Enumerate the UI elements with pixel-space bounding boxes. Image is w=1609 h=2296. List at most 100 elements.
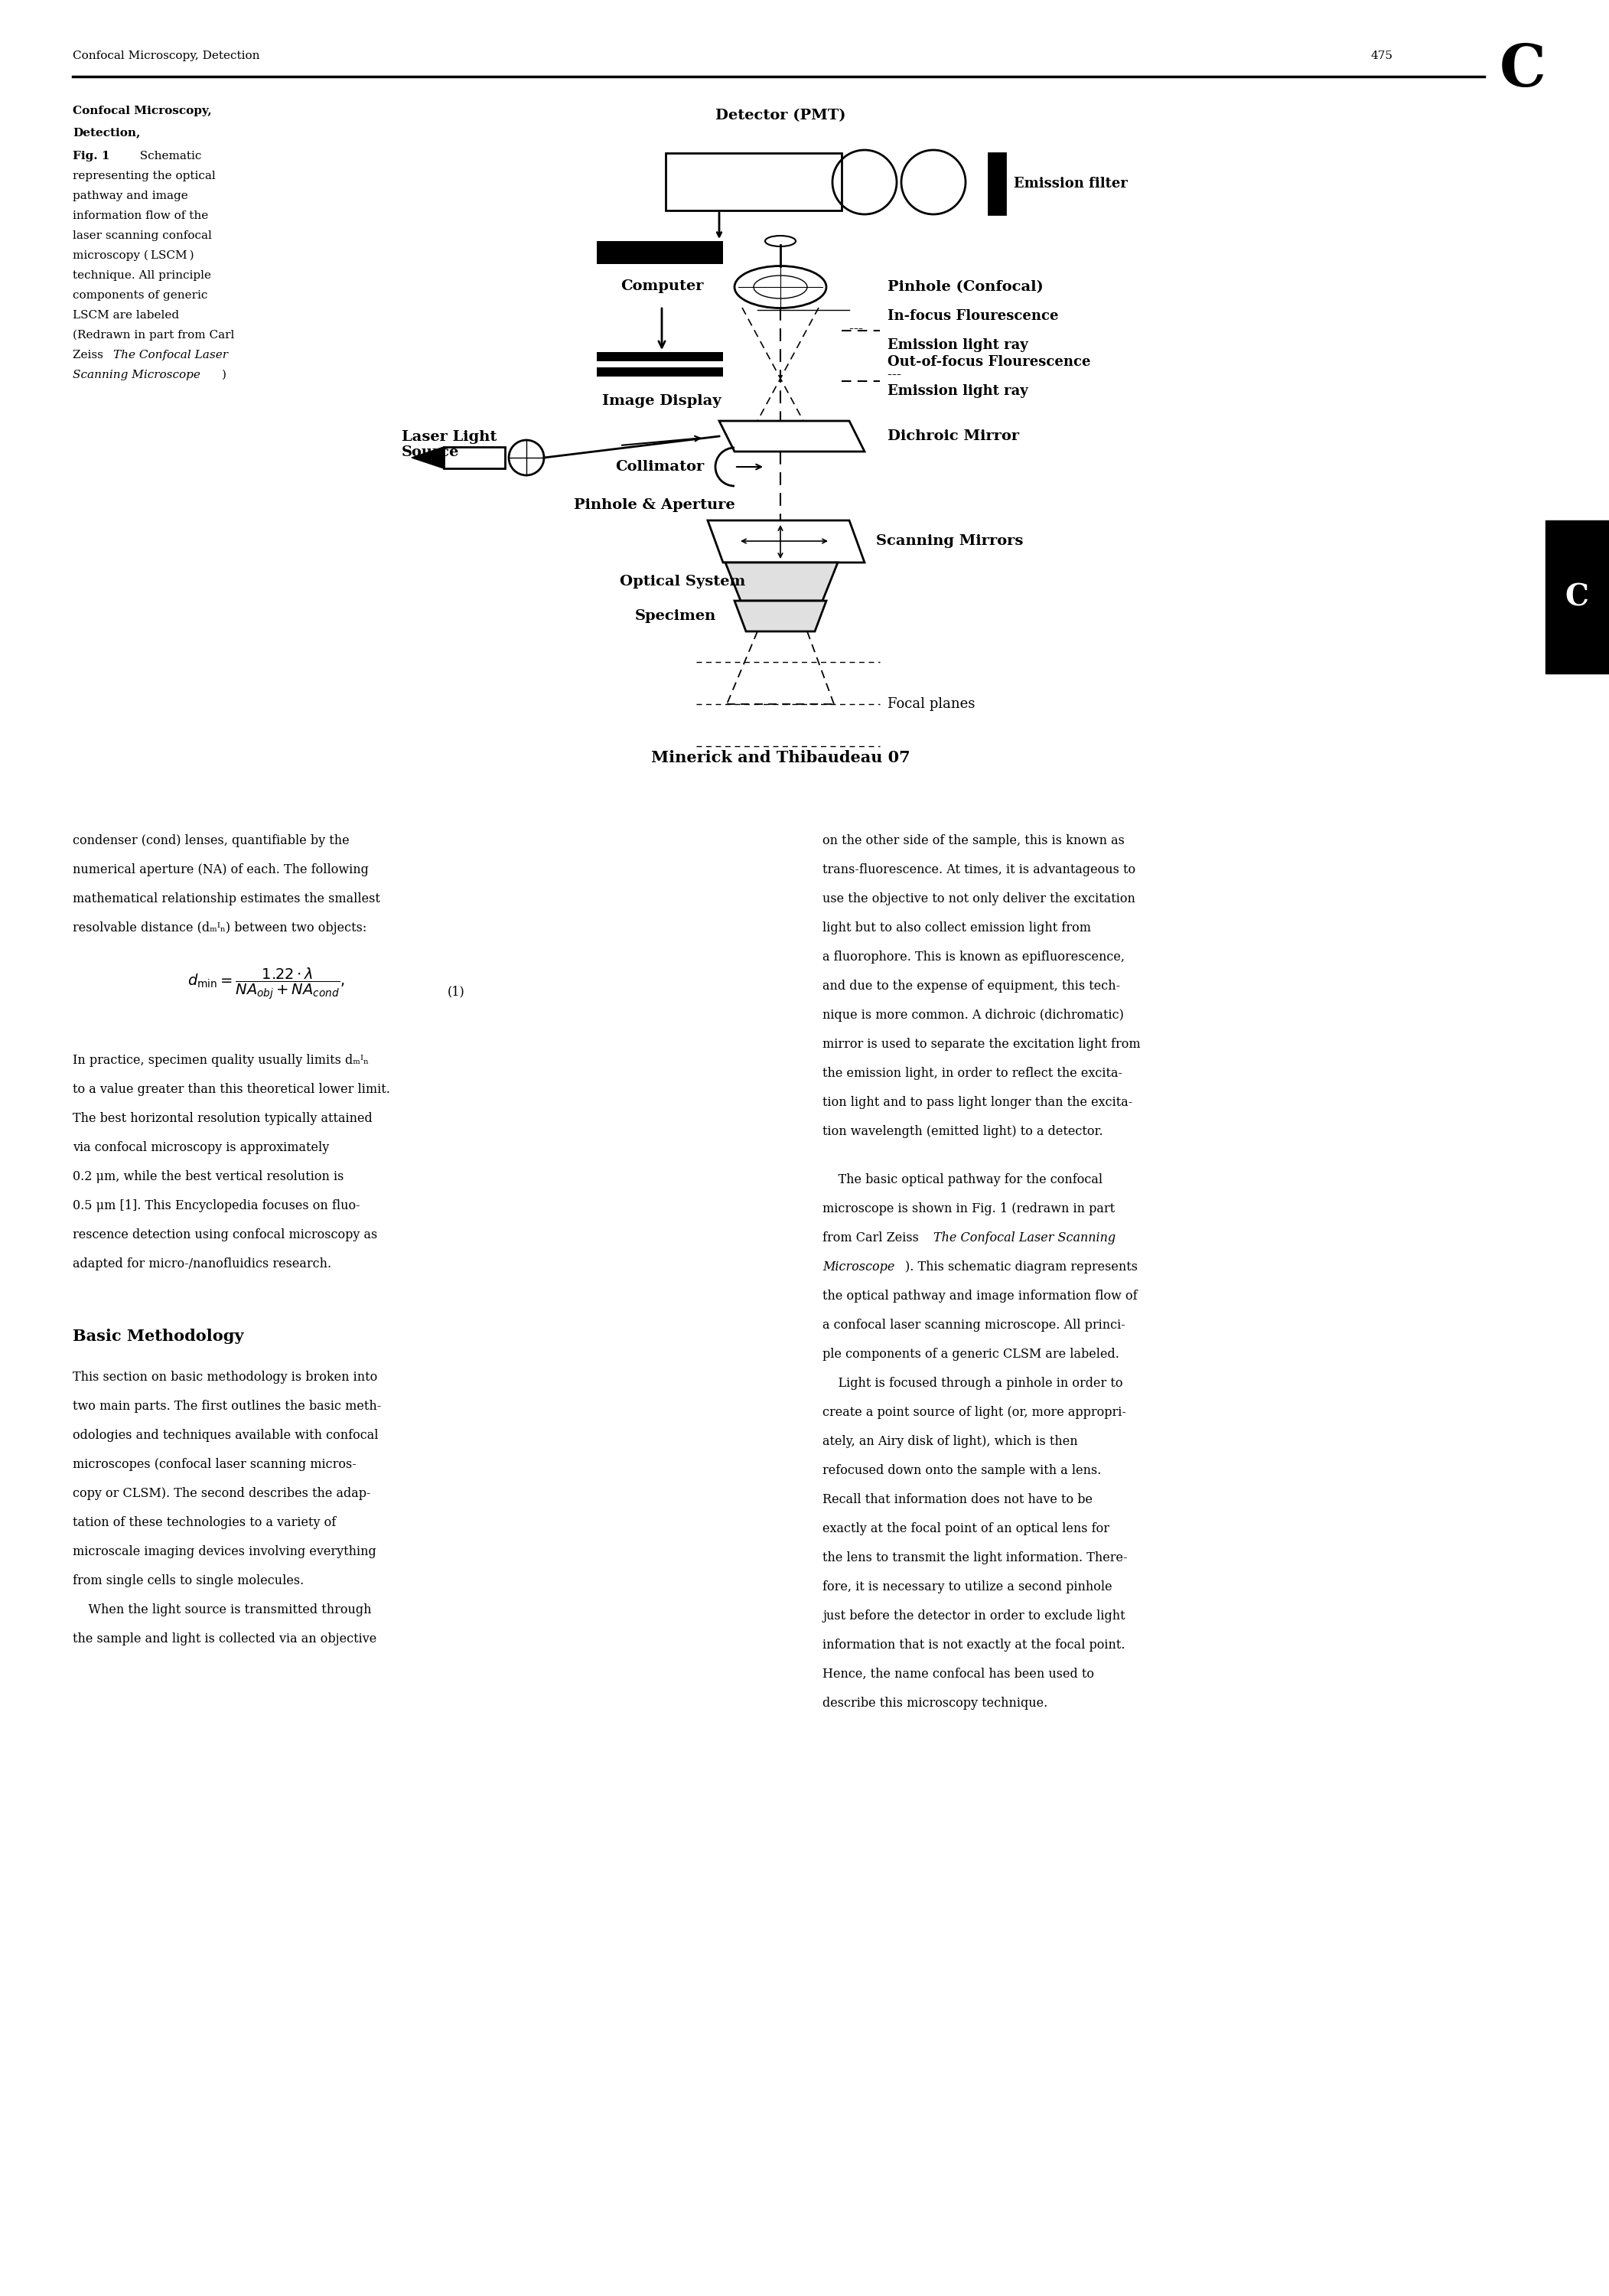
Text: the lens to transmit the light information. There-: the lens to transmit the light informati… (822, 1552, 1128, 1564)
Text: mirror is used to separate the excitation light from: mirror is used to separate the excitatio… (822, 1038, 1141, 1052)
Text: C: C (1566, 583, 1588, 611)
Polygon shape (412, 448, 444, 468)
Text: information that is not exactly at the focal point.: information that is not exactly at the f… (822, 1639, 1125, 1651)
Text: numerical aperture (NA) of each. The following: numerical aperture (NA) of each. The fol… (72, 863, 368, 877)
Text: Confocal Microscopy, Detection: Confocal Microscopy, Detection (72, 51, 259, 62)
Text: tion wavelength (emitted light) to a detector.: tion wavelength (emitted light) to a det… (822, 1125, 1104, 1139)
Text: ple components of a generic CLSM are labeled.: ple components of a generic CLSM are lab… (822, 1348, 1120, 1362)
Text: describe this microscopy technique.: describe this microscopy technique. (822, 1697, 1047, 1711)
Text: ---: --- (850, 321, 867, 335)
Text: nique is more common. A dichroic (dichromatic): nique is more common. A dichroic (dichro… (822, 1008, 1123, 1022)
Text: exactly at the focal point of an optical lens for: exactly at the focal point of an optical… (822, 1522, 1109, 1536)
Text: (Redrawn in part from Carl: (Redrawn in part from Carl (72, 331, 235, 340)
Text: use the objective to not only deliver the excitation: use the objective to not only deliver th… (822, 893, 1136, 905)
Text: The Confocal Laser: The Confocal Laser (113, 349, 228, 360)
Bar (597, 241, 722, 264)
Text: and due to the expense of equipment, this tech-: and due to the expense of equipment, thi… (822, 980, 1120, 992)
Text: Dichroic Mirror: Dichroic Mirror (888, 429, 1018, 443)
Text: a confocal laser scanning microscope. All princi-: a confocal laser scanning microscope. Al… (822, 1318, 1125, 1332)
Text: Scanning Microscope: Scanning Microscope (72, 370, 201, 381)
Text: trans-fluorescence. At times, it is advantageous to: trans-fluorescence. At times, it is adva… (822, 863, 1136, 877)
Bar (666, 154, 842, 211)
Text: laser scanning confocal: laser scanning confocal (72, 230, 212, 241)
Text: Microscope: Microscope (822, 1261, 895, 1274)
Text: Pinhole & Aperture: Pinhole & Aperture (574, 498, 735, 512)
Polygon shape (726, 563, 838, 602)
Text: (1): (1) (447, 985, 465, 999)
Text: components of generic: components of generic (72, 289, 208, 301)
Text: Light is focused through a pinhole in order to: Light is focused through a pinhole in or… (822, 1378, 1123, 1389)
Text: The basic optical pathway for the confocal: The basic optical pathway for the confoc… (822, 1173, 1102, 1187)
Text: When the light source is transmitted through: When the light source is transmitted thr… (72, 1603, 372, 1616)
Text: Collimator: Collimator (615, 459, 703, 473)
Text: fore, it is necessary to utilize a second pinhole: fore, it is necessary to utilize a secon… (822, 1580, 1112, 1593)
Text: information flow of the: information flow of the (72, 211, 208, 220)
Text: Optical System: Optical System (619, 574, 745, 588)
Text: 0.2 μm, while the best vertical resolution is: 0.2 μm, while the best vertical resoluti… (72, 1171, 344, 1182)
Text: Computer: Computer (621, 280, 703, 294)
Text: tation of these technologies to a variety of: tation of these technologies to a variet… (72, 1515, 336, 1529)
Text: Focal planes: Focal planes (888, 698, 975, 712)
Bar (444, 448, 505, 468)
Text: ately, an Airy disk of light), which is then: ately, an Airy disk of light), which is … (822, 1435, 1078, 1449)
Text: Specimen: Specimen (636, 608, 716, 622)
Text: Pinhole (Confocal): Pinhole (Confocal) (888, 280, 1043, 294)
Text: In practice, specimen quality usually limits dₘᴵₙ: In practice, specimen quality usually li… (72, 1054, 368, 1068)
Text: resolvable distance (dₘᴵₙ) between two objects:: resolvable distance (dₘᴵₙ) between two o… (72, 921, 367, 934)
Text: two main parts. The first outlines the basic meth-: two main parts. The first outlines the b… (72, 1401, 381, 1412)
Text: odologies and techniques available with confocal: odologies and techniques available with … (72, 1428, 378, 1442)
Text: Hence, the name confocal has been used to: Hence, the name confocal has been used t… (822, 1667, 1094, 1681)
Text: the sample and light is collected via an objective: the sample and light is collected via an… (72, 1632, 377, 1646)
Text: microscopes (confocal laser scanning micros-: microscopes (confocal laser scanning mic… (72, 1458, 356, 1472)
Text: the optical pathway and image information flow of: the optical pathway and image informatio… (822, 1290, 1138, 1302)
Text: 475: 475 (1371, 51, 1392, 62)
Text: microscopy ( LSCM ): microscopy ( LSCM ) (72, 250, 195, 262)
Text: create a point source of light (or, more appropri-: create a point source of light (or, more… (822, 1405, 1126, 1419)
Polygon shape (734, 602, 827, 631)
Text: Zeiss: Zeiss (72, 349, 106, 360)
Text: microscale imaging devices involving everything: microscale imaging devices involving eve… (72, 1545, 377, 1559)
Text: Recall that information does not have to be: Recall that information does not have to… (822, 1492, 1093, 1506)
Text: the emission light, in order to reflect the excita-: the emission light, in order to reflect … (822, 1068, 1123, 1079)
Text: Scanning Mirrors: Scanning Mirrors (875, 535, 1023, 549)
Bar (1546, 521, 1609, 673)
Text: light but to also collect emission light from: light but to also collect emission light… (822, 921, 1091, 934)
Text: Basic Methodology: Basic Methodology (72, 1329, 243, 1343)
Text: via confocal microscopy is approximately: via confocal microscopy is approximately (72, 1141, 330, 1155)
Text: Detection,: Detection, (72, 126, 140, 138)
Text: a fluorophore. This is known as epifluorescence,: a fluorophore. This is known as epifluor… (822, 951, 1125, 964)
Text: from single cells to single molecules.: from single cells to single molecules. (72, 1575, 304, 1587)
Text: condenser (cond) lenses, quantifiable by the: condenser (cond) lenses, quantifiable by… (72, 833, 349, 847)
Text: to a value greater than this theoretical lower limit.: to a value greater than this theoretical… (72, 1084, 389, 1095)
Text: The Confocal Laser Scanning: The Confocal Laser Scanning (933, 1231, 1115, 1244)
Text: This section on basic methodology is broken into: This section on basic methodology is bro… (72, 1371, 378, 1384)
Text: Emission light ray: Emission light ray (888, 383, 1028, 397)
Text: Fig. 1: Fig. 1 (72, 152, 109, 161)
Text: on the other side of the sample, this is known as: on the other side of the sample, this is… (822, 833, 1125, 847)
Text: tion light and to pass light longer than the excita-: tion light and to pass light longer than… (822, 1095, 1133, 1109)
Text: adapted for micro-/nanofluidics research.: adapted for micro-/nanofluidics research… (72, 1258, 331, 1270)
Text: Minerick and Thibaudeau 07: Minerick and Thibaudeau 07 (652, 751, 911, 765)
Text: just before the detector in order to exclude light: just before the detector in order to exc… (822, 1609, 1125, 1623)
Text: Laser Light: Laser Light (402, 429, 497, 443)
Text: Emission filter: Emission filter (1014, 177, 1128, 191)
Bar (597, 351, 722, 360)
Text: pathway and image: pathway and image (72, 191, 188, 202)
Text: LSCM are labeled: LSCM are labeled (72, 310, 179, 321)
Text: ). This schematic diagram represents: ). This schematic diagram represents (906, 1261, 1138, 1274)
Text: rescence detection using confocal microscopy as: rescence detection using confocal micros… (72, 1228, 378, 1242)
Text: Schematic: Schematic (132, 152, 201, 161)
Text: Emission light ray: Emission light ray (888, 338, 1028, 351)
Text: C: C (1500, 41, 1546, 99)
Text: 0.5 μm [1]. This Encyclopedia focuses on fluo-: 0.5 μm [1]. This Encyclopedia focuses on… (72, 1199, 360, 1212)
Text: copy or CLSM). The second describes the adap-: copy or CLSM). The second describes the … (72, 1488, 370, 1499)
Text: refocused down onto the sample with a lens.: refocused down onto the sample with a le… (822, 1465, 1101, 1476)
Bar (988, 154, 1006, 214)
Text: Image Display: Image Display (602, 395, 721, 409)
Bar (597, 367, 722, 377)
Text: mathematical relationship estimates the smallest: mathematical relationship estimates the … (72, 893, 380, 905)
Text: ---: --- (888, 367, 906, 381)
Text: In-focus Flourescence: In-focus Flourescence (888, 310, 1059, 324)
Text: microscope is shown in Fig. 1 (redrawn in part: microscope is shown in Fig. 1 (redrawn i… (822, 1203, 1115, 1215)
Text: Source: Source (402, 445, 459, 459)
